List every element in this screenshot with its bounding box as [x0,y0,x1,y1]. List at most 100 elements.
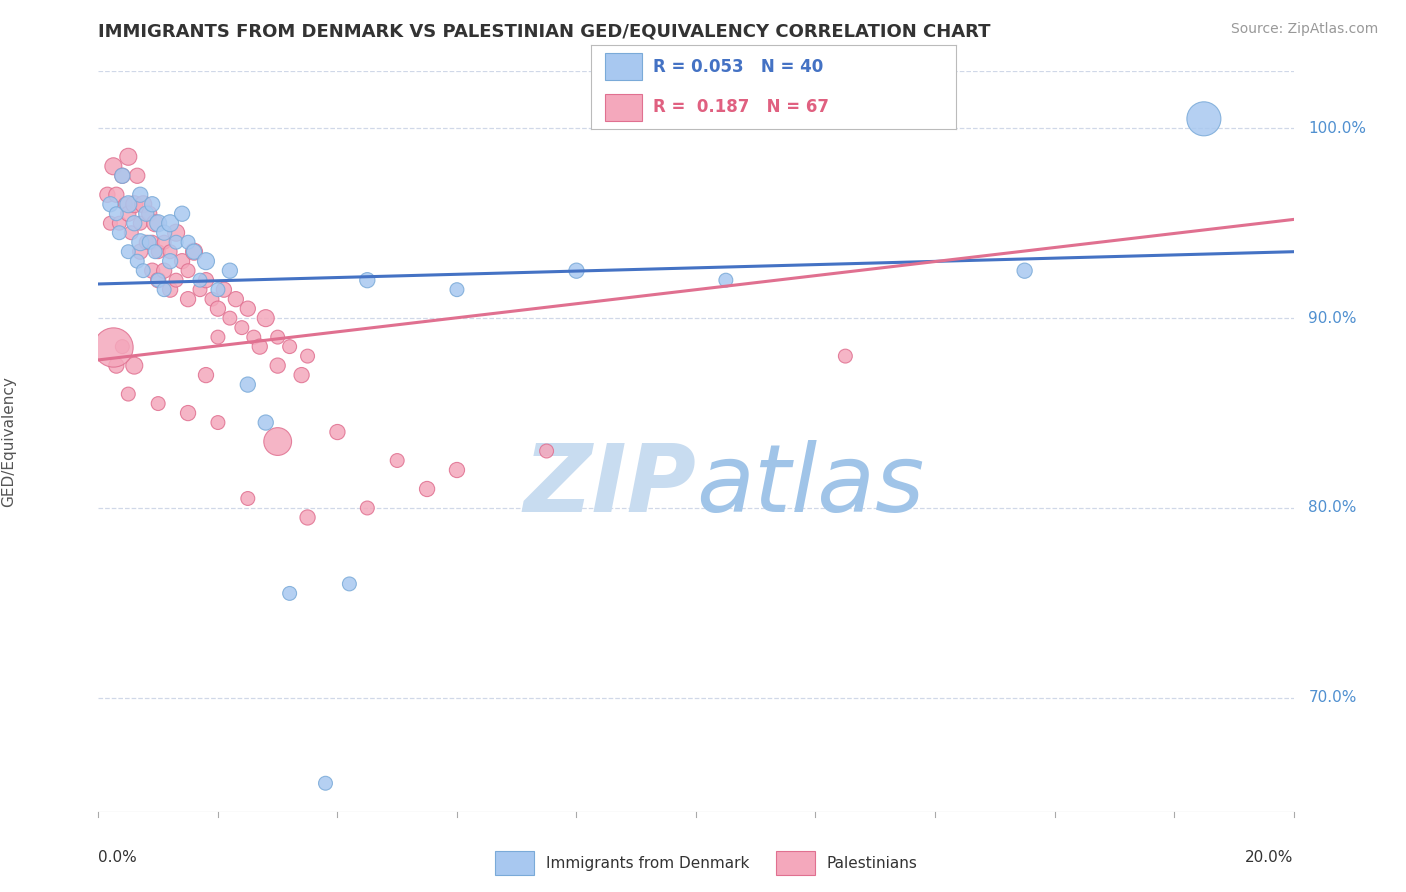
Point [714,273,737,287]
Point [141,197,163,211]
Point [148,273,170,287]
Point [120,226,142,240]
Point [339,577,360,591]
Text: ZIP: ZIP [523,440,696,532]
Point [105,207,128,221]
Point [127,169,149,183]
Point [177,263,200,277]
Point [117,150,139,164]
Bar [495,851,534,875]
Point [129,187,152,202]
Point [194,273,218,287]
Point [141,235,163,250]
Point [172,254,194,268]
Point [188,283,211,297]
Text: R =  0.187   N = 67: R = 0.187 N = 67 [652,98,828,116]
Point [103,340,125,354]
Point [111,340,134,354]
Point [129,216,152,230]
Point [135,235,157,250]
Point [385,453,409,467]
Point [565,263,588,277]
Point [111,169,134,183]
Point [834,349,856,363]
Point [124,197,146,211]
Point [105,187,128,202]
Point [1014,263,1036,277]
Point [143,244,166,259]
Point [188,273,211,287]
Point [108,216,131,230]
Point [148,273,170,287]
Point [177,235,200,250]
Point [243,330,266,344]
Point [96,187,118,202]
Point [446,283,468,297]
Point [267,434,290,449]
Point [124,359,146,373]
Point [108,226,131,240]
Point [267,359,290,373]
Text: 80.0%: 80.0% [1309,500,1357,516]
Text: 0.0%: 0.0% [98,850,138,864]
Point [117,244,139,259]
Point [117,197,139,211]
Point [129,244,152,259]
Point [105,359,128,373]
Point [159,216,181,230]
Point [194,254,218,268]
Point [135,207,157,221]
Point [127,254,149,268]
Point [219,311,242,326]
Point [153,226,176,240]
Point [103,159,125,173]
Point [236,301,259,316]
Point [254,311,277,326]
Point [138,235,160,250]
Point [225,292,247,306]
Point [207,330,229,344]
Point [111,169,134,183]
Point [165,273,187,287]
Point [416,482,439,496]
Point [183,244,205,259]
Point [236,491,259,506]
Point [129,235,152,250]
Point [172,207,194,221]
Point [297,510,319,524]
Bar [605,54,641,80]
Bar [605,94,641,120]
Point [177,292,200,306]
Point [536,444,558,458]
Text: 70.0%: 70.0% [1309,690,1357,706]
Point [138,207,160,221]
Point [297,349,319,363]
Point [148,216,170,230]
Point [326,425,349,439]
Point [159,254,181,268]
Point [98,197,122,211]
Point [143,216,166,230]
Point [254,416,277,430]
Point [153,283,176,297]
Text: 100.0%: 100.0% [1309,120,1367,136]
Text: atlas: atlas [696,441,924,532]
Point [153,235,176,250]
Point [114,197,136,211]
Point [219,263,242,277]
Point [212,283,235,297]
Point [201,292,224,306]
Text: 90.0%: 90.0% [1309,310,1357,326]
Point [249,340,271,354]
Text: IMMIGRANTS FROM DENMARK VS PALESTINIAN GED/EQUIVALENCY CORRELATION CHART: IMMIGRANTS FROM DENMARK VS PALESTINIAN G… [98,22,991,40]
Point [153,263,176,277]
Point [148,396,170,410]
Point [267,330,290,344]
Point [1192,112,1215,126]
Point [356,500,378,515]
Point [356,273,378,287]
Point [159,283,181,297]
Point [117,207,139,221]
Point [231,320,253,334]
Point [207,283,229,297]
